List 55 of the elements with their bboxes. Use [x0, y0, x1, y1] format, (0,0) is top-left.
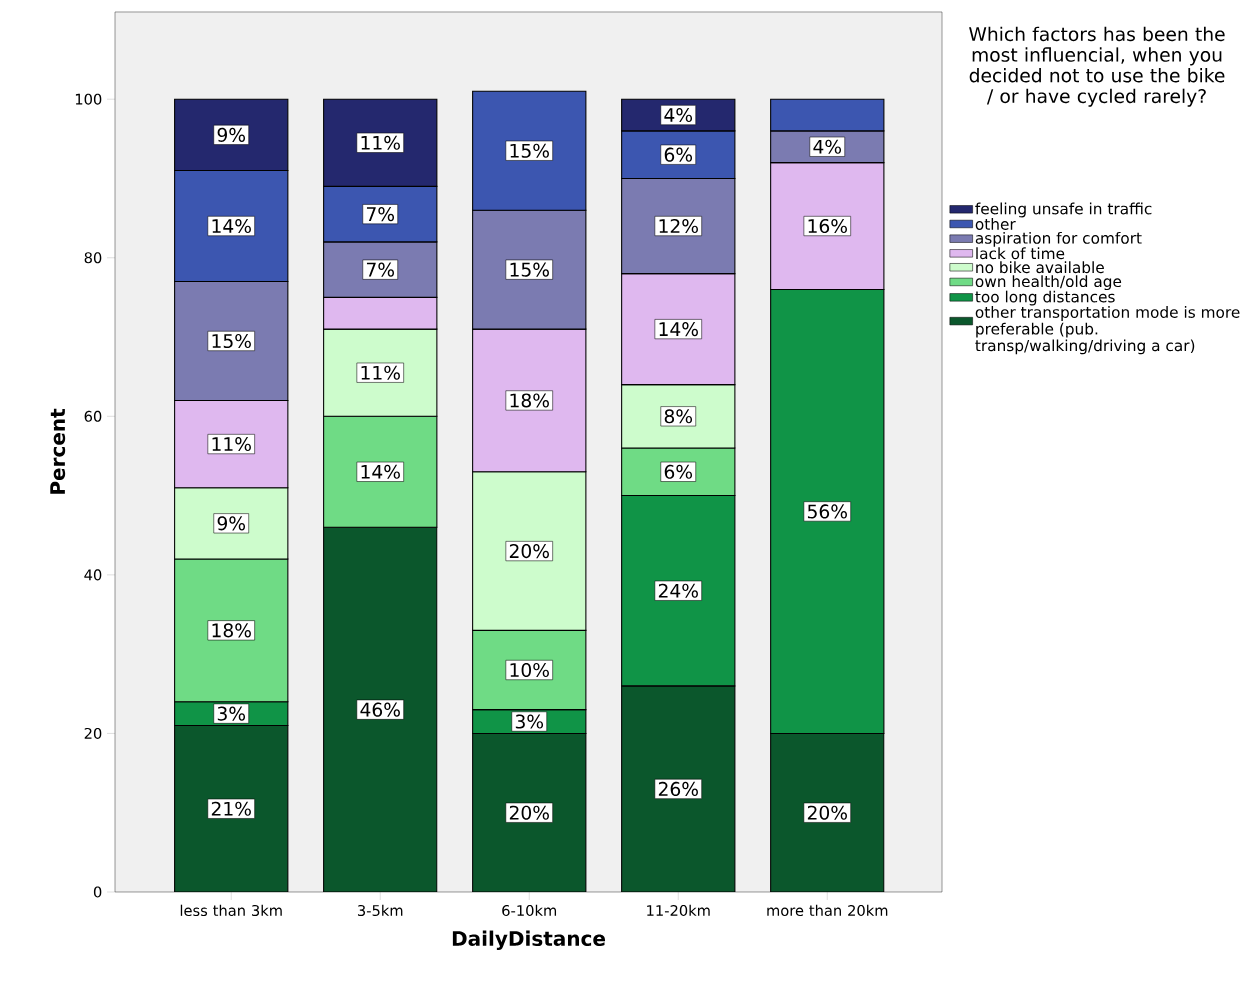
data-label: 9% — [217, 127, 246, 142]
y-axis-title: Percent — [50, 408, 66, 494]
data-label: 26% — [658, 781, 698, 796]
legend-label: no bike available — [976, 261, 1104, 274]
x-tick-label: 11-20km — [647, 904, 710, 917]
data-label: 3% — [515, 714, 544, 729]
data-label: 3% — [217, 706, 246, 721]
data-label: 11% — [361, 365, 400, 380]
y-tick-label: 60 — [84, 410, 102, 422]
legend-label: feeling unsafe in traffic — [975, 202, 1152, 218]
x-tick-label: 3-5km — [357, 904, 403, 917]
legend-label: lack of time — [976, 247, 1065, 260]
data-label: 24% — [658, 583, 698, 598]
data-label: 8% — [664, 409, 693, 424]
y-tick-label: 80 — [84, 252, 102, 264]
data-label: 12% — [659, 218, 698, 234]
data-label: 56% — [807, 504, 847, 519]
y-tick-label: 20 — [84, 727, 102, 739]
y-tick-label: 0 — [93, 886, 102, 898]
data-label: 46% — [360, 702, 400, 717]
data-label: 10% — [510, 662, 549, 678]
data-label: 15% — [510, 143, 549, 158]
data-label: 6% — [664, 147, 693, 162]
y-tick-label: 40 — [84, 569, 102, 581]
x-tick-label: more than 20km — [767, 904, 888, 917]
legend-title: Which factors has been the most influencial, when you decided not to use the bike / or have cycled rarely? — [969, 26, 1225, 107]
data-label: 14% — [659, 322, 698, 337]
data-label: 20% — [807, 805, 847, 820]
legend-label: aspiration for comfort — [975, 231, 1142, 247]
data-label: 15% — [510, 262, 549, 277]
x-tick-label: 6-10km — [502, 904, 557, 917]
data-label: 4% — [813, 139, 842, 154]
data-label: 9% — [217, 516, 246, 531]
legend-label: own health/old age — [975, 275, 1122, 291]
data-label: 11% — [212, 436, 251, 452]
data-label: 11% — [361, 135, 400, 150]
x-tick-label: less than 3km — [180, 904, 282, 917]
data-label: 6% — [664, 464, 693, 479]
legend-label: other transportation mode is more preferable (pub. transp/walking/driving a car) — [975, 306, 1240, 355]
data-label: 7% — [366, 262, 395, 277]
data-label: 14% — [212, 218, 251, 234]
data-label: 4% — [664, 107, 693, 123]
data-label: 7% — [366, 207, 395, 222]
data-label: 20% — [509, 544, 549, 559]
y-tick-label: 100 — [75, 93, 102, 105]
legend-label: other — [975, 218, 1016, 230]
data-label: 15% — [212, 333, 251, 349]
data-label: 16% — [808, 218, 847, 234]
legend-label: too long distances — [975, 290, 1115, 306]
data-label: 21% — [211, 801, 251, 816]
data-label: 20% — [509, 805, 549, 820]
data-label: 14% — [361, 464, 400, 479]
data-label: 18% — [212, 623, 251, 638]
x-axis-title: DailyDistance — [452, 930, 606, 951]
data-label: 18% — [510, 393, 549, 408]
